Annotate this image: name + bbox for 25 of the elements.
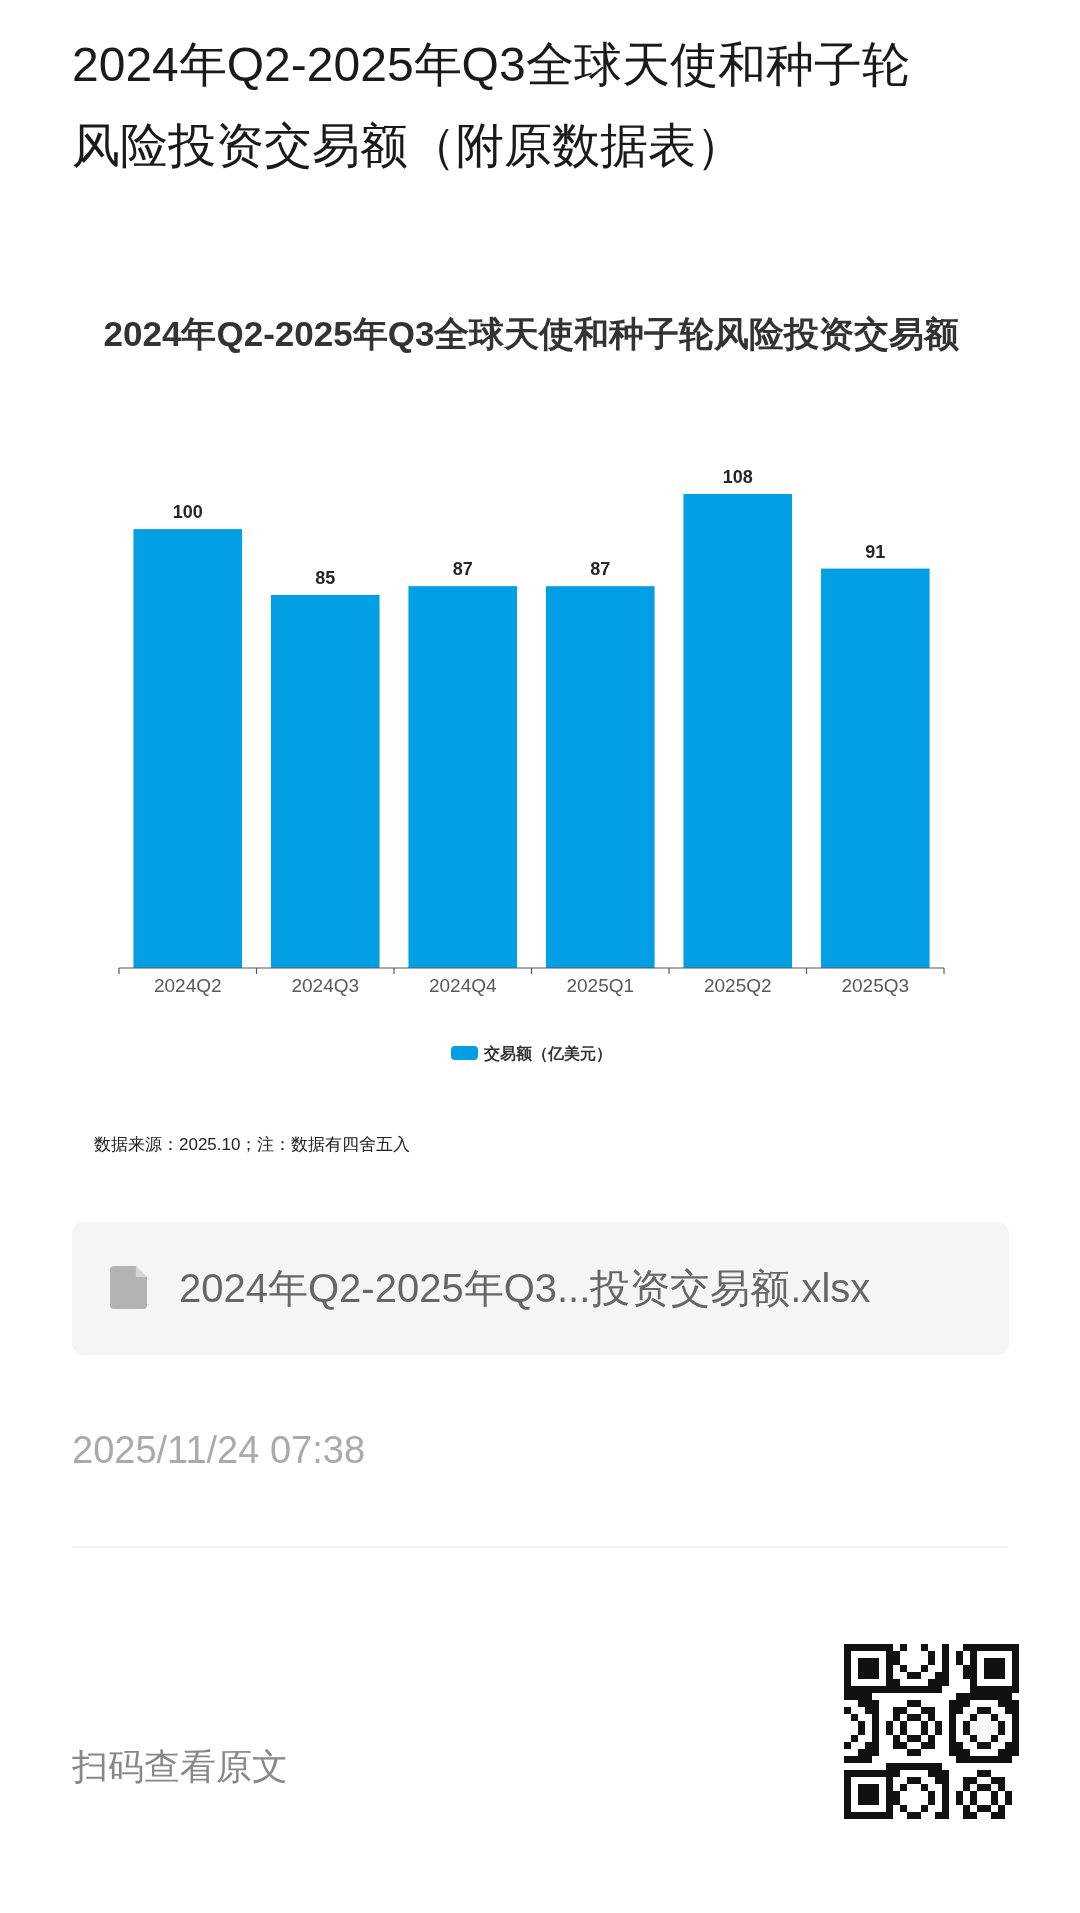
text: 2025/11/24 07:38	[72, 1429, 366, 1471]
bar	[133, 529, 243, 968]
data-label: 85	[315, 567, 336, 588]
data-label: 108	[722, 467, 753, 487]
data-label: 91	[865, 541, 886, 562]
x-tick-label: 2025Q2	[703, 974, 772, 996]
source-note: 数据来源：2025.10；注：数据有四舍五入	[94, 1134, 411, 1154]
chart-title: 2024年Q2-2025年Q3全球天使和种子轮风险投资交易额（附原数据表）	[72, 37, 910, 172]
data-label: 87	[452, 559, 473, 580]
bar	[545, 586, 655, 968]
bar	[408, 586, 518, 968]
legend-label: 交易额（亿美元）	[483, 1043, 612, 1063]
bar	[270, 594, 380, 968]
text: 扫码查看原文	[71, 1745, 288, 1787]
bar	[820, 568, 930, 968]
x-tick-label: 2025Q3	[841, 974, 910, 996]
x-tick-label: 2024Q4	[428, 974, 497, 996]
data-label: 100	[172, 502, 203, 523]
x-tick-label: 2025Q1	[566, 974, 635, 996]
x-tick-label: 2024Q3	[291, 974, 360, 996]
chart-subtitle: 2024年Q2-2025年Q3全球天使和种子轮风险投资交易额	[103, 313, 960, 353]
bar	[683, 494, 793, 968]
data-label: 87	[590, 559, 611, 580]
text: 2024年Q2-2025年Q3...投资交易额.xlsx	[179, 1266, 871, 1310]
x-tick-label: 2024Q2	[153, 974, 222, 996]
